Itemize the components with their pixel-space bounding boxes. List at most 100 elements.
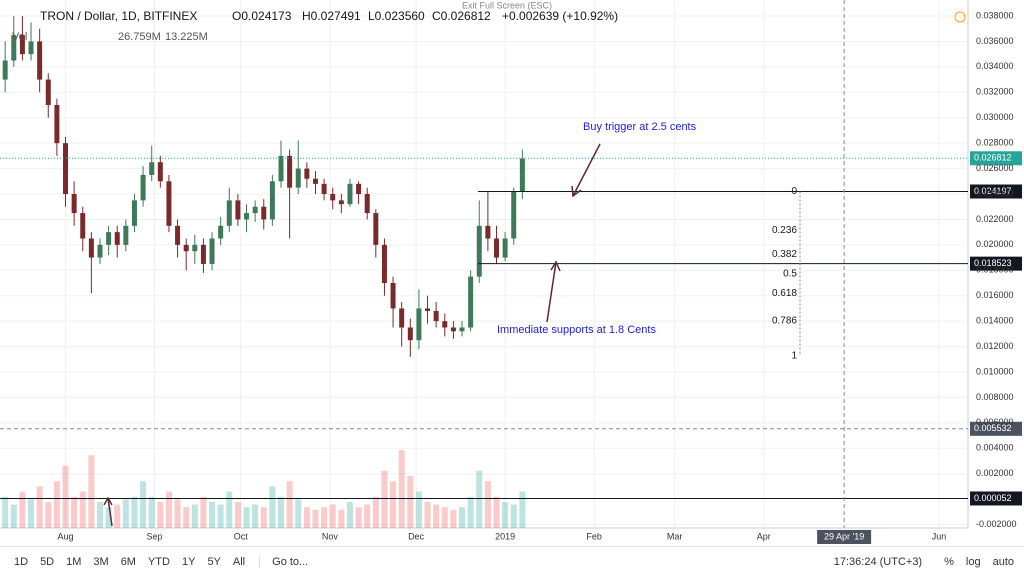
alert-icon[interactable]	[954, 11, 966, 23]
range-button[interactable]: YTD	[147, 556, 170, 568]
candle-body	[175, 225, 181, 245]
candle-body	[381, 244, 387, 284]
candle-body	[261, 206, 267, 220]
range-button[interactable]: 3M	[93, 556, 109, 568]
price-label: 0.024197	[974, 186, 1012, 196]
volume-bar	[2, 496, 9, 528]
candle-body	[80, 213, 86, 239]
volume-bar	[88, 455, 95, 528]
volume-bar	[217, 504, 224, 528]
fib-level: 0.5	[783, 268, 797, 279]
candle-body	[312, 178, 318, 184]
volume-bar	[286, 481, 293, 528]
crosshair-y-label: 0.005532	[974, 423, 1012, 433]
volume-bar	[10, 504, 17, 528]
volume-bar	[165, 491, 172, 528]
crosshair-label-bg	[817, 530, 872, 544]
range-button[interactable]: 1D	[14, 556, 29, 568]
volume-bar	[329, 504, 336, 528]
volume-bar	[346, 502, 353, 528]
option-button[interactable]: %	[944, 556, 954, 568]
ohlc: O0.024173	[232, 9, 292, 23]
y-tick-label: 0.016000	[976, 290, 1014, 300]
candle-body	[131, 200, 137, 226]
candle-body	[11, 35, 17, 61]
volume-bar	[209, 502, 216, 528]
volume-bar	[105, 507, 112, 528]
crosshair-label-bg	[970, 421, 1022, 436]
volume-bar	[191, 504, 198, 528]
candle-body	[37, 41, 43, 80]
ohlc: H0.027491	[302, 9, 361, 23]
candle-body	[235, 200, 241, 220]
vol-label: Vol	[12, 31, 27, 43]
option-button[interactable]: auto	[992, 556, 1014, 568]
y-tick-label: 0.022000	[976, 214, 1014, 224]
y-tick-label: 0.032000	[976, 87, 1014, 97]
range-button[interactable]: 5Y	[207, 556, 221, 568]
fib-level: 0.236	[772, 225, 797, 236]
y-tick-label: 0.024000	[976, 188, 1014, 198]
y-tick-label: 0.002000	[976, 468, 1014, 478]
y-tick-label: 0.004000	[976, 443, 1014, 453]
candle-body	[476, 225, 482, 277]
candle-body	[157, 162, 163, 182]
volume-bar	[45, 502, 52, 528]
volume-bar	[398, 450, 405, 528]
x-tick-label: Aug	[58, 531, 74, 541]
clock: 17:36:24 (UTC+3)	[833, 556, 923, 568]
volume-bar	[269, 486, 276, 528]
fib-level: 0.618	[772, 288, 797, 299]
fib-level: 0.382	[772, 249, 797, 260]
volume-bar	[243, 507, 250, 528]
candle-body	[416, 308, 422, 341]
candle-body	[347, 183, 353, 205]
candle-body	[19, 35, 25, 55]
volume-bar	[96, 502, 103, 528]
y-tick-label: 0.014000	[976, 316, 1014, 326]
x-tick-label: Nov	[322, 531, 339, 541]
ohlc: L0.023560	[368, 9, 425, 23]
volume-bar	[502, 502, 509, 528]
goto[interactable]: Go to...	[259, 556, 308, 568]
candle-body	[485, 225, 491, 239]
candle-body	[28, 41, 34, 55]
x-tick-label: Feb	[586, 531, 602, 541]
option-button[interactable]: log	[965, 556, 981, 568]
range-button[interactable]: All	[232, 556, 246, 568]
candle-body	[364, 194, 370, 214]
volume-bar	[381, 470, 388, 528]
range-button[interactable]: 5D	[40, 556, 55, 568]
arrow	[107, 497, 113, 527]
x-tick-label: Dec	[408, 531, 425, 541]
volume-bar	[131, 496, 138, 528]
candle-body	[338, 200, 344, 205]
volume-bar	[459, 507, 466, 528]
ohlc: C0.026812	[432, 9, 491, 23]
candle-body	[269, 181, 275, 220]
candle-body	[140, 174, 146, 201]
candle-body	[425, 308, 431, 311]
candle-body	[278, 155, 284, 182]
candle-body	[2, 60, 8, 80]
volume-bar	[79, 491, 86, 528]
volume-bar	[226, 491, 233, 528]
x-tick-label: Sep	[147, 531, 163, 541]
x-tick-label: Apr	[757, 531, 771, 541]
x-tick-label: Mar	[667, 531, 683, 541]
candle-body	[442, 321, 448, 328]
candle-body	[390, 283, 396, 309]
x-tick-label: Jun	[932, 531, 947, 541]
volume-bar	[157, 502, 164, 528]
candle-body	[54, 105, 60, 144]
candle-body	[304, 168, 310, 179]
candle-body	[511, 191, 517, 239]
volume-bar	[355, 507, 362, 528]
y-tick-label: -0.002000	[976, 519, 1017, 529]
y-tick-label: 0.012000	[976, 341, 1014, 351]
range-button[interactable]: 1M	[66, 556, 82, 568]
y-tick-label: 0.036000	[976, 36, 1014, 46]
range-button[interactable]: 6M	[120, 556, 136, 568]
candle-body	[459, 327, 465, 332]
range-button[interactable]: 1Y	[181, 556, 196, 568]
